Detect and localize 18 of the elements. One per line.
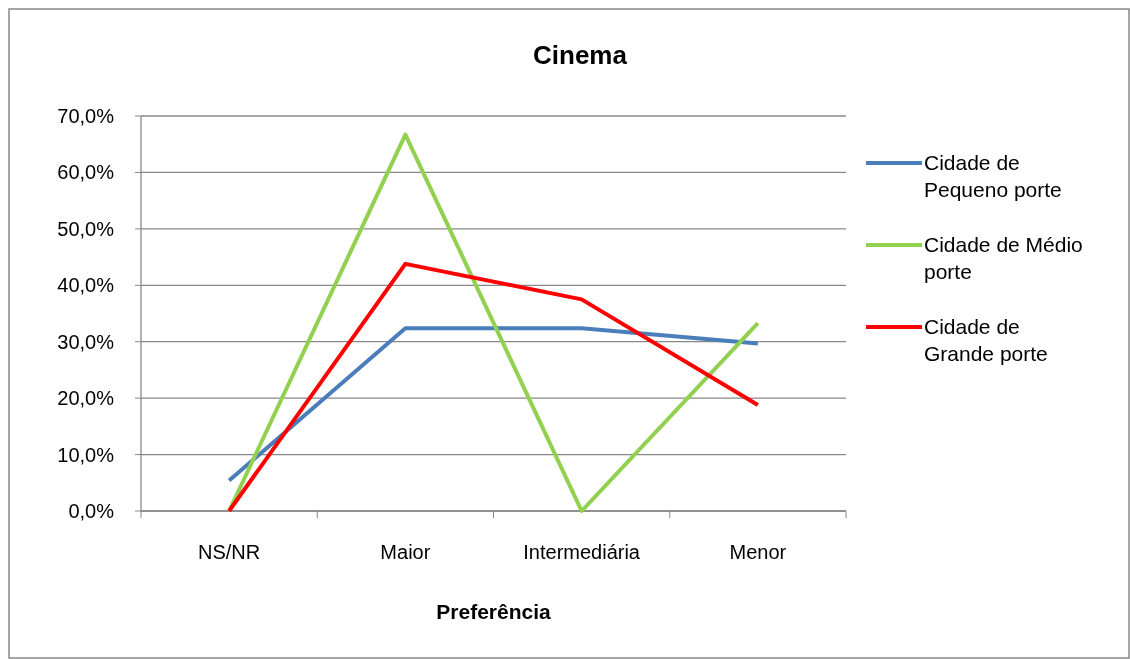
chart-title: Cinema — [533, 40, 628, 70]
x-tick-label: NS/NR — [198, 541, 261, 563]
x-axis-title: Preferência — [436, 600, 552, 623]
y-tick-label: 60,0% — [57, 161, 115, 184]
y-tick-label: 70,0% — [57, 105, 115, 127]
y-tick-label: 40,0% — [57, 274, 115, 297]
y-tick-label: 30,0% — [57, 330, 115, 353]
x-tick-label: Intermediária — [523, 541, 641, 563]
legend-label: Cidade de Pequeno porte — [924, 151, 1062, 201]
x-tick-label: Menor — [729, 541, 787, 563]
y-tick-label: 0,0% — [68, 500, 115, 522]
x-tick-label: Maior — [380, 541, 431, 563]
line-series — [227, 261, 760, 513]
y-tick-label: 10,0% — [57, 443, 115, 466]
y-tick-label: 50,0% — [57, 217, 115, 240]
legend-label: Cidade de Médio porte — [924, 233, 1083, 283]
y-tick-label: 20,0% — [57, 387, 115, 410]
legend-label: Cidade de Grande porte — [924, 315, 1048, 365]
